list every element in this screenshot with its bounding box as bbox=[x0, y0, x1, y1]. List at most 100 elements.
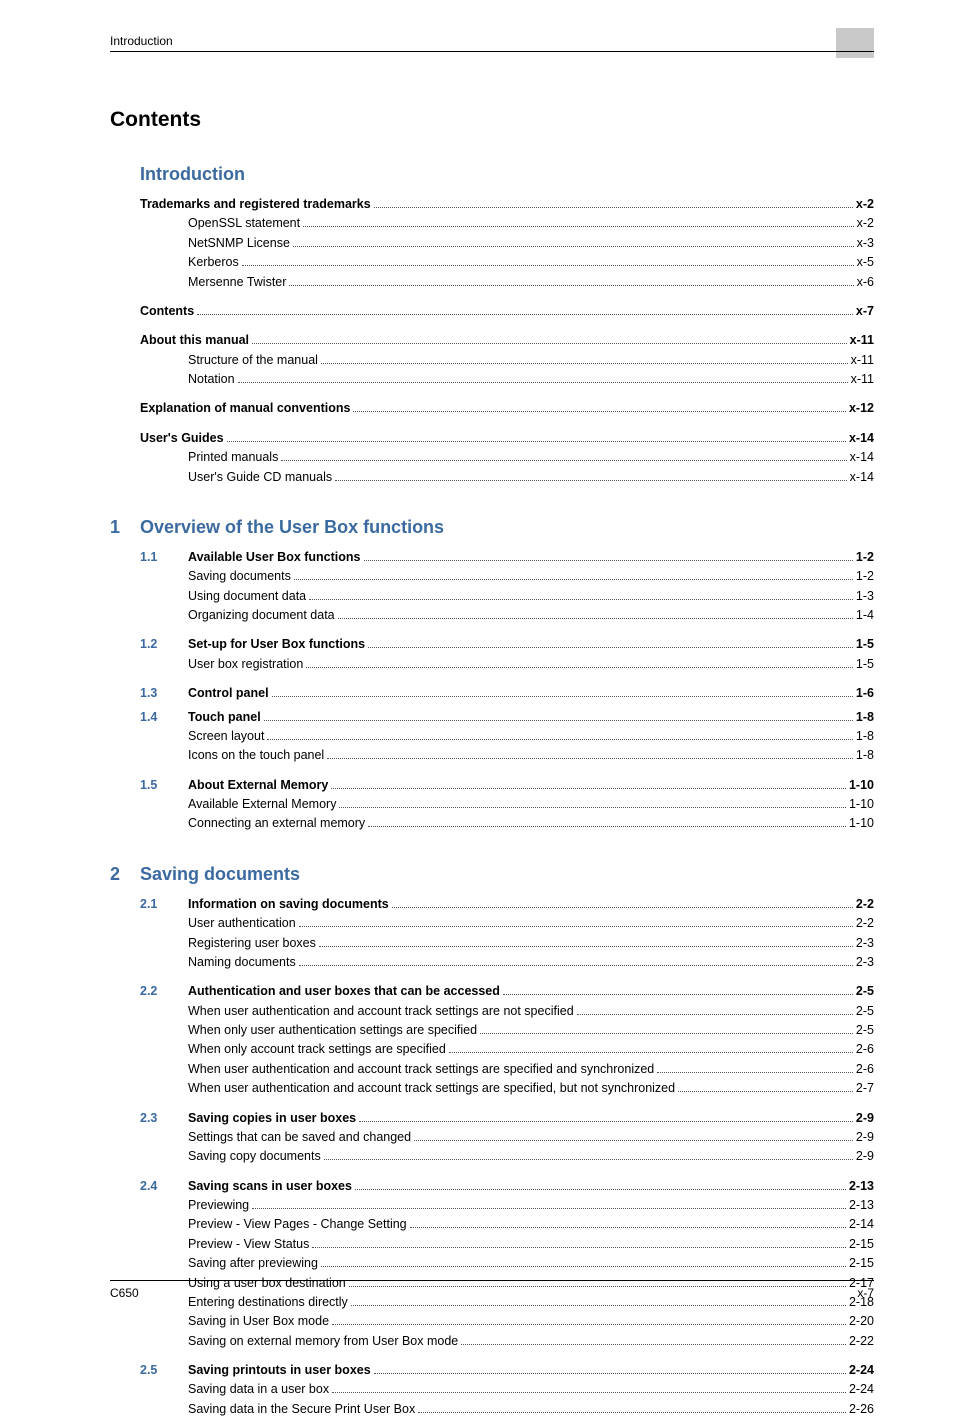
page-footer: C650 x-7 bbox=[110, 1280, 874, 1300]
toc-list: Trademarks and registered trademarksx-2O… bbox=[140, 195, 874, 487]
toc-entry[interactable]: Previewing2-13 bbox=[188, 1196, 874, 1215]
toc-entry-label: Control panel bbox=[188, 684, 269, 703]
toc-entry-page: 2-15 bbox=[849, 1254, 874, 1273]
toc-entry[interactable]: 1.3Control panel1-6 bbox=[140, 684, 874, 703]
toc-entry[interactable]: Notation x-11 bbox=[188, 370, 874, 389]
toc-leader-dots bbox=[289, 275, 853, 286]
toc-entry[interactable]: When user authentication and account tra… bbox=[188, 1002, 874, 1021]
toc-entry-label: Explanation of manual conventions bbox=[140, 399, 350, 418]
toc-entry[interactable]: Available External Memory1-10 bbox=[188, 795, 874, 814]
toc-entry[interactable]: Settings that can be saved and changed2-… bbox=[188, 1128, 874, 1147]
toc-entry[interactable]: User's Guidesx-14 bbox=[92, 429, 874, 448]
toc-entry[interactable]: 2.3Saving copies in user boxes2-9 bbox=[140, 1109, 874, 1128]
toc-entry[interactable]: Structure of the manualx-11 bbox=[188, 351, 874, 370]
toc-entry[interactable]: About this manualx-11 bbox=[92, 331, 874, 350]
toc-entry-label: When only account track settings are spe… bbox=[188, 1040, 446, 1059]
toc-leader-dots bbox=[197, 304, 853, 315]
toc-entry-page: 2-9 bbox=[856, 1128, 874, 1147]
toc-entry[interactable]: Organizing document data1-4 bbox=[188, 606, 874, 625]
toc-leader-dots bbox=[368, 816, 846, 827]
toc-leader-dots bbox=[359, 1111, 853, 1122]
toc-entry[interactable]: Saving copy documents2-9 bbox=[188, 1147, 874, 1166]
toc-entry-page: 1-2 bbox=[856, 567, 874, 586]
toc-entry[interactable]: User's Guide CD manualsx-14 bbox=[188, 468, 874, 487]
toc-entry-page: 2-2 bbox=[856, 895, 874, 914]
toc-entry[interactable]: Saving data in the Secure Print User Box… bbox=[188, 1400, 874, 1419]
toc-entry-page: 2-15 bbox=[849, 1235, 874, 1254]
toc-container: IntroductionTrademarks and registered tr… bbox=[80, 164, 874, 1419]
toc-entry[interactable]: 1.4Touch panel1-8 bbox=[140, 708, 874, 727]
toc-entry-label: Notation bbox=[188, 370, 235, 389]
toc-entry-label: Screen layout bbox=[188, 727, 264, 746]
toc-leader-dots bbox=[678, 1081, 853, 1092]
toc-entry[interactable]: 1.2Set-up for User Box functions1-5 bbox=[140, 635, 874, 654]
toc-entry[interactable]: Saving in User Box mode2-20 bbox=[188, 1312, 874, 1331]
toc-entry[interactable]: When only user authentication settings a… bbox=[188, 1021, 874, 1040]
toc-entry-label: Saving data in a user box bbox=[188, 1380, 329, 1399]
toc-entry-page: x-11 bbox=[851, 370, 874, 389]
toc-leader-dots bbox=[374, 1363, 846, 1374]
toc-entry[interactable]: Saving data in a user box 2-24 bbox=[188, 1380, 874, 1399]
toc-entry[interactable]: Saving documents1-2 bbox=[188, 567, 874, 586]
toc-entry-page: 1-4 bbox=[856, 606, 874, 625]
toc-entry[interactable]: NetSNMP Licensex-3 bbox=[188, 234, 874, 253]
page-title: Contents bbox=[110, 108, 874, 132]
toc-entry-number: 1.3 bbox=[140, 684, 188, 703]
toc-entry-page: 2-3 bbox=[856, 953, 874, 972]
toc-entry[interactable]: OpenSSL statementx-2 bbox=[188, 214, 874, 233]
toc-entry[interactable]: Saving on external memory from User Box … bbox=[188, 1332, 874, 1351]
toc-entry-label: Saving printouts in user boxes bbox=[188, 1361, 371, 1380]
toc-entry[interactable]: 1.5About External Memory1-10 bbox=[140, 776, 874, 795]
toc-leader-dots bbox=[364, 550, 853, 561]
toc-leader-dots bbox=[309, 589, 853, 600]
toc-entry[interactable]: Explanation of manual conventionsx-12 bbox=[92, 399, 874, 418]
toc-leader-dots bbox=[227, 431, 846, 442]
toc-leader-dots bbox=[355, 1179, 846, 1190]
toc-group-gap bbox=[140, 292, 874, 302]
toc-leader-dots bbox=[293, 236, 854, 247]
toc-entry[interactable]: Naming documents2-3 bbox=[188, 953, 874, 972]
toc-entry[interactable]: Using document data1-3 bbox=[188, 587, 874, 606]
toc-entry[interactable]: Saving after previewing2-15 bbox=[188, 1254, 874, 1273]
toc-entry-label: Kerberos bbox=[188, 253, 239, 272]
toc-entry-page: 2-24 bbox=[849, 1380, 874, 1399]
toc-leader-dots bbox=[338, 608, 853, 619]
toc-entry-label: When user authentication and account tra… bbox=[188, 1079, 675, 1098]
toc-entry[interactable]: 2.2Authentication and user boxes that ca… bbox=[140, 982, 874, 1001]
toc-leader-dots bbox=[503, 984, 853, 995]
toc-entry[interactable]: Kerberosx-5 bbox=[188, 253, 874, 272]
toc-entry-label: Saving data in the Secure Print User Box bbox=[188, 1400, 415, 1419]
toc-entry[interactable]: User authentication2-2 bbox=[188, 914, 874, 933]
toc-entry-label: Available User Box functions bbox=[188, 548, 361, 567]
toc-entry[interactable]: User box registration1-5 bbox=[188, 655, 874, 674]
toc-entry[interactable]: Registering user boxes2-3 bbox=[188, 934, 874, 953]
toc-entry[interactable]: Screen layout1-8 bbox=[188, 727, 874, 746]
toc-leader-dots bbox=[332, 1314, 846, 1325]
toc-entry[interactable]: 2.5Saving printouts in user boxes2-24 bbox=[140, 1361, 874, 1380]
toc-group-gap bbox=[140, 674, 874, 684]
toc-leader-dots bbox=[461, 1334, 846, 1345]
toc-group-gap bbox=[140, 321, 874, 331]
toc-entry-page: 2-24 bbox=[849, 1361, 874, 1380]
toc-entry[interactable]: Icons on the touch panel1-8 bbox=[188, 746, 874, 765]
toc-entry[interactable]: Connecting an external memory1-10 bbox=[188, 814, 874, 833]
toc-entry-label: Saving in User Box mode bbox=[188, 1312, 329, 1331]
toc-group-gap bbox=[140, 1099, 874, 1109]
toc-entry-label: Set-up for User Box functions bbox=[188, 635, 365, 654]
toc-leader-dots bbox=[414, 1130, 853, 1141]
toc-entry[interactable]: When only account track settings are spe… bbox=[188, 1040, 874, 1059]
toc-entry[interactable]: 2.1Information on saving documents2-2 bbox=[140, 895, 874, 914]
toc-entry[interactable]: Preview - View Status2-15 bbox=[188, 1235, 874, 1254]
toc-entry[interactable]: 1.1Available User Box functions1-2 bbox=[140, 548, 874, 567]
toc-entry[interactable]: Mersenne Twisterx-6 bbox=[188, 273, 874, 292]
toc-entry[interactable]: Trademarks and registered trademarksx-2 bbox=[92, 195, 874, 214]
toc-entry[interactable]: Printed manualsx-14 bbox=[188, 448, 874, 467]
toc-entry[interactable]: When user authentication and account tra… bbox=[188, 1079, 874, 1098]
toc-entry-label: Authentication and user boxes that can b… bbox=[188, 982, 500, 1001]
toc-entry-page: x-6 bbox=[857, 273, 874, 292]
toc-group-gap bbox=[140, 1167, 874, 1177]
toc-entry[interactable]: Contentsx-7 bbox=[92, 302, 874, 321]
toc-entry[interactable]: Preview - View Pages - Change Setting2-1… bbox=[188, 1215, 874, 1234]
toc-entry[interactable]: 2.4Saving scans in user boxes2-13 bbox=[140, 1177, 874, 1196]
toc-entry[interactable]: When user authentication and account tra… bbox=[188, 1060, 874, 1079]
